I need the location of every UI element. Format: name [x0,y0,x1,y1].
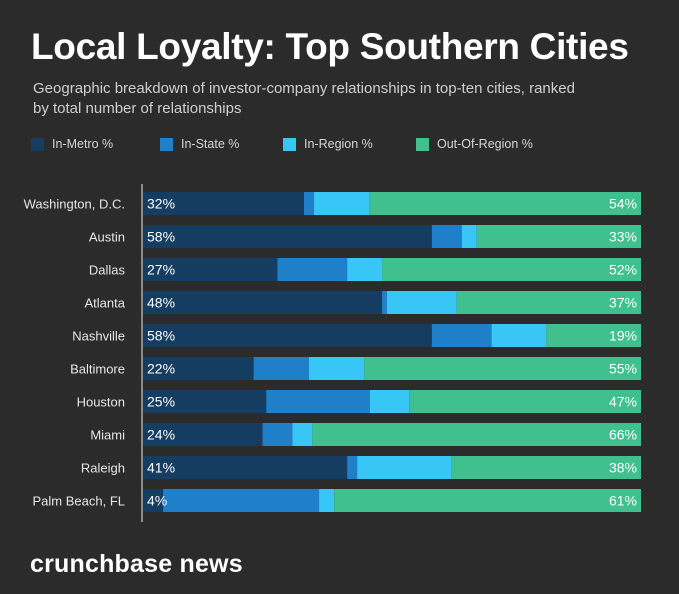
bar-segment-out-of-region [382,258,641,281]
category-label: Nashville [72,329,125,344]
bar-segment-in-region [292,423,313,446]
category-label: Palm Beach, FL [33,494,126,509]
data-label-out-of-region: 37% [609,295,637,311]
bar-segment-in-metro [143,456,348,479]
data-label-in-metro: 25% [147,394,175,410]
category-label: Atlanta [85,296,126,311]
category-label: Houston [77,395,125,410]
bar-segment-in-metro [143,258,278,281]
legend-label-in-metro: In-Metro % [52,137,114,151]
bar-segment-in-metro [143,225,432,248]
data-label-in-metro: 27% [147,262,175,278]
bar-segment-in-region [347,258,383,281]
data-label-in-metro: 41% [147,460,175,476]
bar-segment-out-of-region [369,192,641,215]
legend-swatch-out-of-region [416,137,429,151]
bar-segment-in-region [387,291,457,314]
bar-segment-in-metro [143,192,304,215]
bar-segment-in-state [431,324,492,347]
data-label-in-metro: 58% [147,229,175,245]
bar-segment-in-region [369,390,410,413]
data-label-out-of-region: 54% [609,196,637,212]
bar-segment-in-region [461,225,477,248]
data-label-in-metro: 58% [147,328,175,344]
bar-segment-out-of-region [546,324,641,347]
bar-segment-in-state [431,225,462,248]
bar-segment-in-region [319,489,335,512]
bar-segment-in-region [314,192,370,215]
brand-logo: crunchbase news [30,550,243,578]
bar-segment-out-of-region [334,489,641,512]
bar-segment-in-state [253,357,309,380]
legend-item-in-state: In-State % [160,137,239,151]
bar-segment-in-metro [143,357,254,380]
bar-segment-in-region [309,357,365,380]
data-label-in-metro: 22% [147,361,175,377]
category-label: Dallas [89,263,126,278]
bar-segment-in-metro [143,423,263,446]
bar-segment-in-region [357,456,452,479]
legend-item-in-region: In-Region % [283,137,373,151]
legend-label-in-region: In-Region % [304,137,373,151]
bar-segment-in-state [303,192,315,215]
category-label: Miami [90,428,125,443]
data-label-out-of-region: 52% [609,262,637,278]
bar-segment-out-of-region [476,225,641,248]
legend-item-in-metro: In-Metro % [31,137,113,151]
bar-segment-in-state [382,291,388,314]
bar-segment-in-region [491,324,547,347]
data-label-out-of-region: 55% [609,361,637,377]
data-label-in-metro: 32% [147,196,175,212]
bar-segment-out-of-region [451,456,641,479]
bar-segment-in-state [266,390,370,413]
bar-segment-in-state [163,489,320,512]
legend-label-in-state: In-State % [181,137,240,151]
stacked-bar-chart: Washington, D.C. 32% 54% Austin 58% 33% Dallas… [24,184,641,522]
category-label: Austin [89,230,125,245]
bar-segment-in-state [262,423,293,446]
legend-label-out-of-region: Out-Of-Region % [437,137,533,151]
data-label-out-of-region: 66% [609,427,637,443]
legend-swatch-in-region [283,137,296,151]
bar-segment-in-metro [143,390,267,413]
bar-segment-in-metro [143,489,164,512]
data-label-out-of-region: 61% [609,493,637,509]
bar-segment-out-of-region [364,357,641,380]
data-label-out-of-region: 38% [609,460,637,476]
data-label-out-of-region: 33% [609,229,637,245]
legend: In-Metro % In-State % In-Region % Out-Of… [0,137,679,153]
bar-segment-out-of-region [312,423,641,446]
data-label-in-metro: 4% [147,493,167,509]
bar-segment-out-of-region [456,291,641,314]
bar-segment-in-metro [143,324,432,347]
category-label: Raleigh [81,461,125,476]
bar-segment-in-state [347,456,358,479]
data-label-in-metro: 24% [147,427,175,443]
chart-subtitle: Geographic breakdown of investor-company… [33,80,575,117]
data-label-out-of-region: 47% [609,394,637,410]
category-label: Washington, D.C. [24,197,125,212]
data-label-in-metro: 48% [147,295,175,311]
data-label-out-of-region: 19% [609,328,637,344]
legend-item-out-of-region: Out-Of-Region % [416,137,533,151]
bar-segment-in-state [277,258,348,281]
legend-swatch-in-state [160,137,173,151]
bar-segment-out-of-region [409,390,641,413]
category-label: Baltimore [70,362,125,377]
legend-swatch-in-metro [31,137,44,151]
chart-title: Local Loyalty: Top Southern Cities [31,26,629,67]
bar-segment-in-metro [143,291,383,314]
